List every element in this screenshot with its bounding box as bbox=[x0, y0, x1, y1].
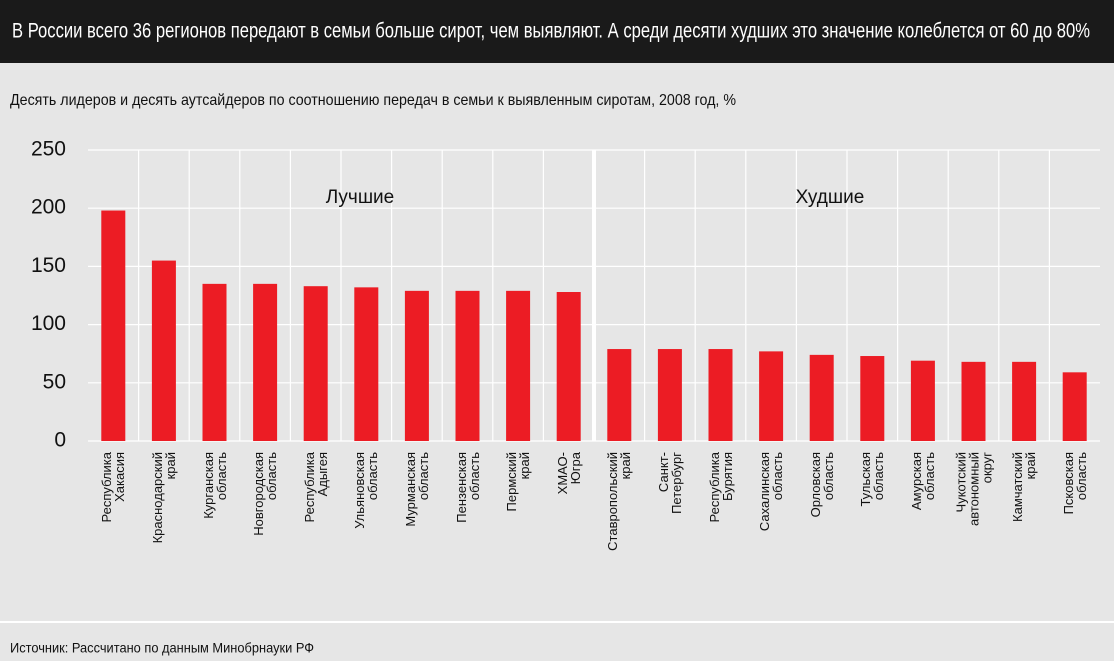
x-tick-label: Республика Бурятия bbox=[706, 452, 735, 523]
bar bbox=[506, 290, 531, 441]
bar bbox=[759, 351, 784, 441]
x-tick-label: Республика Хакасия bbox=[99, 452, 128, 523]
bar bbox=[809, 354, 834, 441]
x-tick-label: Республика Адыгея bbox=[301, 452, 330, 523]
y-tick-label: 250 bbox=[31, 138, 66, 161]
annotation: Лучшие bbox=[326, 187, 395, 208]
x-tick-label: Амурская область bbox=[908, 452, 937, 511]
x-tick-label: Ульяновская область bbox=[352, 452, 381, 529]
x-tick-label: Сахалинская область bbox=[757, 452, 786, 532]
y-tick-label: 200 bbox=[31, 196, 66, 219]
chart-subtitle: Десять лидеров и десять аутсайдеров по с… bbox=[10, 92, 736, 109]
x-tick-label: Тульская область bbox=[858, 452, 887, 507]
bar bbox=[354, 287, 379, 441]
y-tick-label: 0 bbox=[54, 429, 66, 452]
x-tick-label: Ставропольский край bbox=[605, 452, 634, 551]
header-bar bbox=[0, 0, 1114, 63]
bar bbox=[860, 356, 885, 441]
bar bbox=[556, 292, 581, 441]
bar bbox=[101, 210, 126, 441]
bar bbox=[607, 349, 632, 441]
bar bbox=[253, 283, 278, 441]
chart-title: В России всего 36 регионов передают в се… bbox=[12, 20, 1090, 43]
y-tick-label: 100 bbox=[31, 312, 66, 335]
x-tick-label: Пензенская область bbox=[453, 452, 482, 523]
x-tick-label: Мурманская область bbox=[402, 452, 431, 527]
x-tick-label: Орловская область bbox=[807, 452, 836, 518]
y-tick-label: 150 bbox=[31, 254, 66, 277]
bar bbox=[151, 260, 176, 441]
bar bbox=[1062, 372, 1087, 441]
bar bbox=[455, 290, 480, 441]
annotation: Худшие bbox=[796, 187, 865, 208]
x-tick-label: Курганская область bbox=[200, 452, 229, 519]
bar bbox=[657, 349, 682, 441]
bar bbox=[1012, 361, 1037, 441]
x-tick-label: Камчатский край bbox=[1010, 452, 1039, 522]
x-tick-label: Краснодарский край bbox=[149, 452, 178, 544]
bar bbox=[708, 349, 733, 441]
x-tick-label: Чукотский автономный округ bbox=[953, 452, 994, 527]
x-tick-label: ХМАО- Югра bbox=[554, 452, 583, 495]
bar bbox=[961, 361, 986, 441]
y-tick-label: 50 bbox=[43, 370, 66, 393]
x-tick-label: Новгородская область bbox=[251, 452, 280, 536]
bar bbox=[202, 283, 227, 441]
x-tick-label: Санкт- Петербург bbox=[655, 452, 684, 514]
x-tick-label: Псковская область bbox=[1060, 452, 1089, 515]
bar bbox=[404, 290, 429, 441]
x-tick-label: Пермский край bbox=[504, 452, 533, 512]
bar bbox=[303, 286, 328, 441]
bar bbox=[910, 360, 935, 441]
source: Источник: Рассчитано по данным Минобрнау… bbox=[10, 640, 314, 656]
